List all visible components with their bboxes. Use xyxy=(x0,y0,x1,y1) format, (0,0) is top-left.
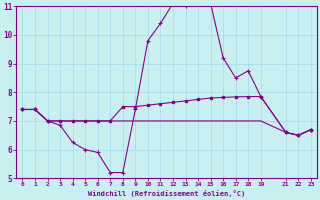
X-axis label: Windchill (Refroidissement éolien,°C): Windchill (Refroidissement éolien,°C) xyxy=(88,190,245,197)
